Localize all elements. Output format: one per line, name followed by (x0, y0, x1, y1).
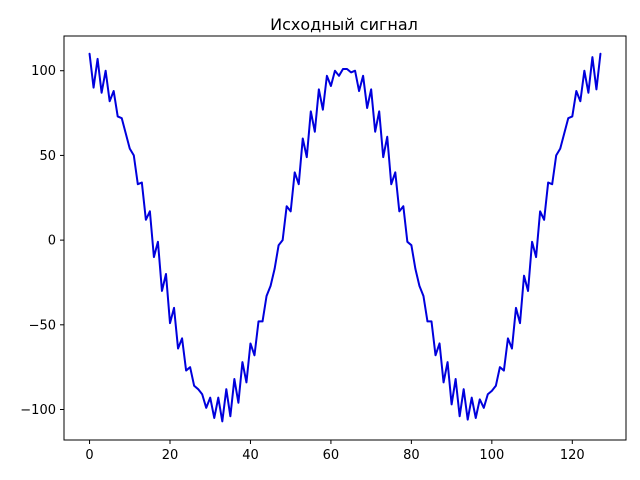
y-tick-label-0: −100 (20, 403, 56, 418)
x-tick-label-3: 60 (323, 448, 340, 463)
chart-title: Исходный сигнал (270, 15, 418, 34)
x-tick-label-4: 80 (403, 448, 420, 463)
axes-frame (63, 35, 627, 441)
y-axis: −100 −50 0 50 100 (20, 64, 64, 418)
x-axis: 0 20 40 60 80 100 120 (85, 440, 585, 463)
y-tick-label-2: 0 (48, 234, 56, 249)
x-tick-label-0: 0 (85, 448, 93, 463)
plot-area (88, 52, 602, 423)
series-line-0 (88, 52, 602, 423)
y-tick-label-1: −50 (29, 318, 56, 333)
x-tick-label-6: 120 (560, 448, 585, 463)
y-tick-label-4: 100 (31, 64, 56, 79)
x-tick-label-2: 40 (242, 448, 259, 463)
y-tick-label-3: 50 (39, 149, 56, 164)
x-tick-label-1: 20 (162, 448, 179, 463)
x-tick-label-5: 100 (479, 448, 504, 463)
